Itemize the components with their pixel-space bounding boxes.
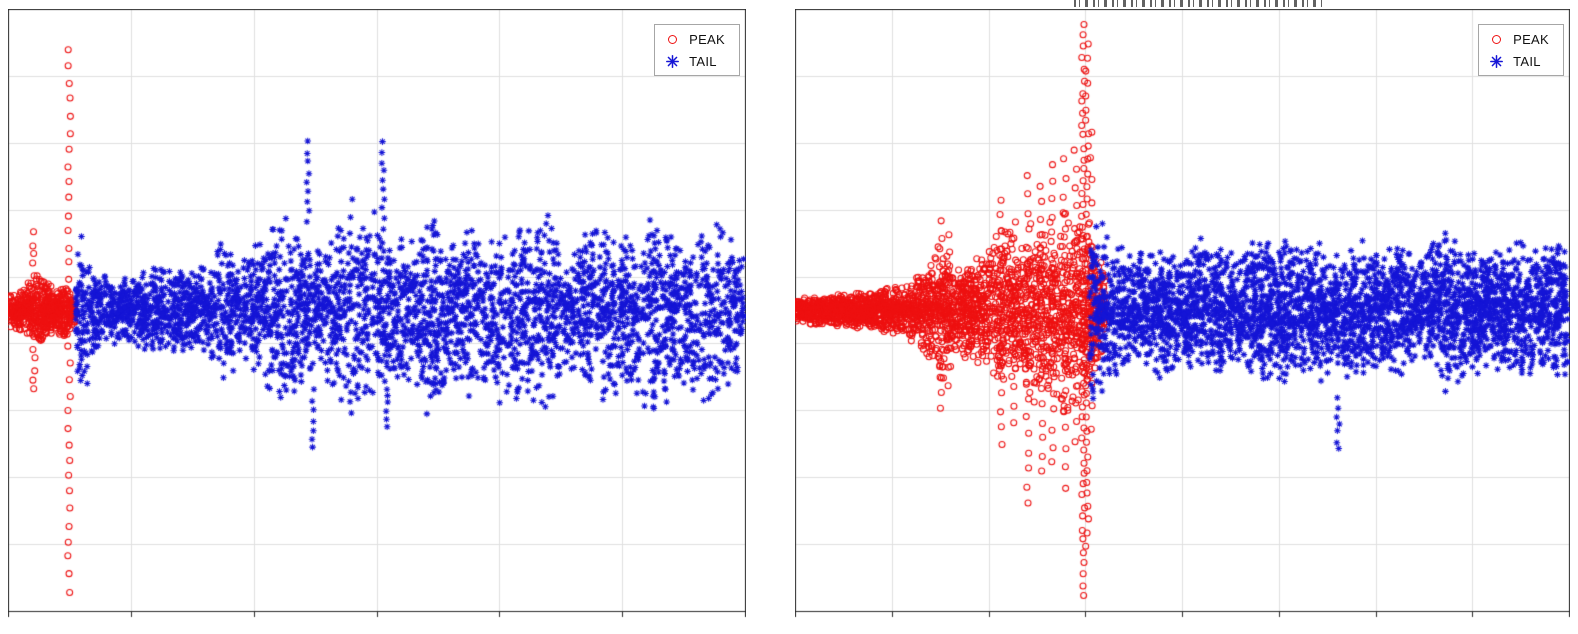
peak-circle-icon bbox=[665, 32, 679, 46]
tail-asterisk-icon bbox=[665, 54, 679, 68]
legend-label-tail: TAIL bbox=[1513, 53, 1541, 69]
legend-item-peak: PEAK bbox=[665, 32, 725, 46]
legend-item-tail: TAIL bbox=[665, 54, 725, 68]
legend-label-peak: PEAK bbox=[689, 31, 725, 47]
clipped-title-fragment bbox=[1074, 0, 1322, 7]
legend-label-peak: PEAK bbox=[1513, 31, 1549, 47]
right-plot-canvas bbox=[795, 9, 1570, 626]
legend-label-tail: TAIL bbox=[689, 53, 717, 69]
right-plot-legend: PEAK TAIL bbox=[1478, 24, 1564, 76]
legend-item-tail: TAIL bbox=[1489, 54, 1549, 68]
right-plot: PEAK TAIL bbox=[795, 0, 1570, 626]
tail-asterisk-icon bbox=[1489, 54, 1503, 68]
left-plot-legend: PEAK TAIL bbox=[654, 24, 740, 76]
peak-circle-icon bbox=[1489, 32, 1503, 46]
left-plot-canvas bbox=[8, 9, 746, 626]
left-plot: PEAK TAIL bbox=[8, 9, 746, 626]
legend-item-peak: PEAK bbox=[1489, 32, 1549, 46]
